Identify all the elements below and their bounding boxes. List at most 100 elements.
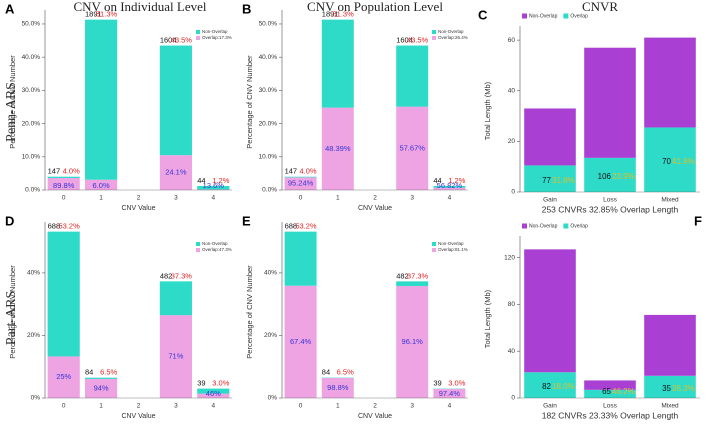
y-axis-label: Percentage of CNV Number <box>245 265 254 359</box>
bar-segment <box>197 186 230 190</box>
overlap-label: 46% <box>206 389 221 398</box>
bar-segment <box>47 356 80 398</box>
legend-swatch <box>522 13 527 19</box>
x-tick-label: 0 <box>62 195 66 202</box>
y-axis-label: Percentage of CNV Number <box>8 265 17 359</box>
bar-segment <box>159 155 192 190</box>
legend-swatch <box>432 242 436 246</box>
bar-segment <box>433 388 466 398</box>
y-tick-label: 40.0% <box>22 54 41 61</box>
overlap-label: 94% <box>94 383 109 392</box>
bar-segment <box>284 285 317 398</box>
x-tick-label: 1 <box>99 195 103 202</box>
total-label: 4.0% <box>299 167 316 176</box>
legend-label: Non-Overlap <box>202 241 228 246</box>
overlap-label: 56.82% <box>437 181 463 190</box>
bar-segment <box>284 176 317 178</box>
x-axis-label: CNV Value <box>358 205 392 212</box>
count-label: 65 <box>602 387 611 396</box>
overlap-label: 46.2% <box>612 387 635 396</box>
bar-segment <box>644 314 696 376</box>
legend-label: Non-Overlap <box>438 241 464 246</box>
overlap-label: 31.8% <box>552 176 575 185</box>
count-label: 688 <box>48 222 61 231</box>
legend-swatch <box>196 248 200 252</box>
x-tick-label: 3 <box>174 195 178 202</box>
bar-segment <box>159 281 192 316</box>
legend-label: Non-Overlap <box>438 29 464 34</box>
bar-segment <box>85 378 118 398</box>
bar-segment <box>524 108 576 166</box>
overlap-label: 26.3% <box>672 384 695 393</box>
legend-label: Non-Overlap <box>202 29 228 34</box>
y-tick-label: 60 <box>508 37 516 44</box>
bar-segment <box>85 377 118 379</box>
legend-label: Overlap:81.1% <box>438 247 468 252</box>
x-tick-label: Mixed <box>661 403 679 410</box>
y-tick-label: 0.0% <box>25 187 40 194</box>
x-tick-label: 2 <box>373 195 377 202</box>
x-tick-label: 1 <box>336 403 340 410</box>
x-tick-label: 3 <box>410 195 414 202</box>
count-label: 84 <box>85 368 93 377</box>
overlap-label: 95.24% <box>288 179 314 188</box>
total-label: 51.3% <box>96 10 118 19</box>
overlap-label: 24.1% <box>165 168 187 177</box>
overlap-label: 6.0% <box>93 181 110 190</box>
total-label: 43.5% <box>407 36 429 45</box>
bar-segment <box>85 19 118 180</box>
y-tick-label: 40% <box>27 270 40 277</box>
overlap-label: 57.67% <box>399 143 425 152</box>
y-tick-label: 40 <box>508 87 516 94</box>
panel-letter: E <box>242 213 251 228</box>
x-tick-label: 3 <box>174 403 178 410</box>
bar-segment <box>644 127 696 192</box>
count-label: 39 <box>197 379 205 388</box>
x-tick-label: 0 <box>299 195 303 202</box>
bar-segment <box>284 177 317 190</box>
x-tick-label: Gain <box>543 197 557 204</box>
y-tick-label: 40% <box>264 270 277 277</box>
bar-segment <box>159 45 192 156</box>
count-label: 1891 <box>85 10 102 19</box>
y-tick-label: 0 <box>511 189 515 196</box>
x-axis-label: CNV Value <box>121 205 155 212</box>
overlap-label: 48.39% <box>325 144 351 153</box>
legend-label: Non-Overlap <box>529 13 558 19</box>
y-axis-label: Percentage of CNV Number <box>245 55 254 149</box>
count-label: 106 <box>598 172 612 181</box>
panel-letter: A <box>5 1 15 16</box>
bar-segment <box>284 231 317 286</box>
y-tick-label: 40 <box>508 348 516 355</box>
panel-letter: C <box>478 7 488 22</box>
total-label: 53.2% <box>59 222 81 231</box>
y-tick-label: 20% <box>264 332 277 339</box>
bar-segment <box>644 37 696 128</box>
overlap-label: 67.4% <box>290 337 312 346</box>
legend-label: Overlap:47.3% <box>202 247 232 252</box>
total-label: 4.0% <box>63 167 80 176</box>
count-label: 1604 <box>160 36 177 45</box>
x-tick-label: Loss <box>603 197 617 204</box>
total-label: 1.2% <box>448 176 465 185</box>
x-tick-label: 3 <box>410 403 414 410</box>
bar-segment <box>85 179 118 190</box>
y-tick-label: 0.0% <box>262 187 277 194</box>
y-tick-label: 20% <box>27 332 40 339</box>
bar-segment <box>47 178 80 190</box>
legend-label: Overlap <box>570 13 588 19</box>
total-label: 3.0% <box>212 379 229 388</box>
x-tick-label: 1 <box>99 403 103 410</box>
bar-segment <box>396 45 429 107</box>
overlap-label: 97.4% <box>439 389 461 398</box>
bar-segment <box>197 189 230 190</box>
x-tick-label: 0 <box>299 403 303 410</box>
total-label: 1.2% <box>212 176 229 185</box>
x-tick-label: 4 <box>448 403 452 410</box>
x-tick-label: 4 <box>211 403 215 410</box>
x-tick-label: 2 <box>137 195 141 202</box>
legend-label: Overlap <box>570 223 588 229</box>
total-label: 37.3% <box>407 271 429 280</box>
y-tick-label: 20 <box>508 138 516 145</box>
